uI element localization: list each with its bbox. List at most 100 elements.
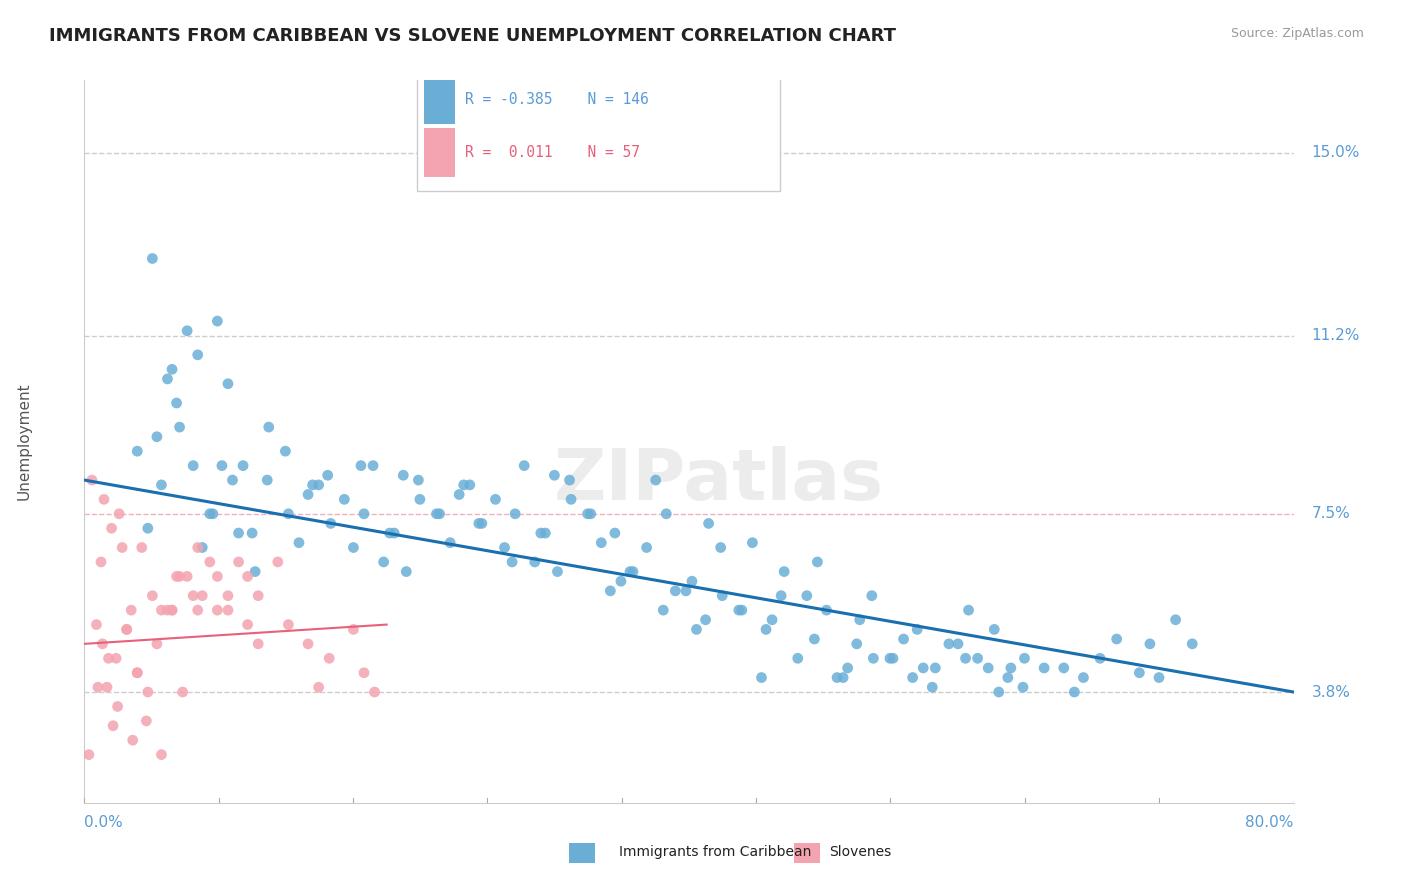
Point	[308, 680, 330, 694]
Point	[115, 623, 138, 637]
Text: Slovenes: Slovenes	[830, 845, 891, 859]
Point	[111, 541, 134, 555]
Text: Source: ZipAtlas.com: Source: ZipAtlas.com	[1230, 27, 1364, 40]
Point	[408, 473, 430, 487]
Point	[93, 492, 115, 507]
Point	[172, 685, 194, 699]
Point	[1073, 671, 1095, 685]
Point	[181, 589, 204, 603]
Point	[127, 444, 149, 458]
Point	[373, 555, 395, 569]
Point	[87, 680, 110, 694]
Point	[274, 444, 297, 458]
Point	[86, 617, 108, 632]
Point	[560, 492, 582, 507]
Point	[247, 589, 270, 603]
Point	[288, 535, 311, 549]
Point	[297, 637, 319, 651]
Point	[815, 603, 838, 617]
Point	[806, 555, 828, 569]
Point	[232, 458, 254, 473]
Point	[966, 651, 988, 665]
Point	[1164, 613, 1187, 627]
Point	[983, 623, 1005, 637]
Point	[318, 651, 340, 665]
Text: 7.5%: 7.5%	[1312, 507, 1350, 521]
Point	[166, 396, 188, 410]
Point	[543, 468, 565, 483]
Point	[727, 603, 749, 617]
Point	[610, 574, 633, 589]
Point	[363, 685, 385, 699]
Point	[534, 526, 557, 541]
Point	[905, 623, 928, 637]
Point	[697, 516, 720, 531]
Point	[100, 521, 122, 535]
Text: 80.0%: 80.0%	[1246, 815, 1294, 830]
Text: 15.0%: 15.0%	[1312, 145, 1360, 160]
Text: 11.2%: 11.2%	[1312, 328, 1360, 343]
Point	[530, 526, 553, 541]
Point	[652, 603, 675, 617]
Point	[893, 632, 915, 646]
Point	[938, 637, 960, 651]
Point	[105, 651, 128, 665]
Point	[217, 376, 239, 391]
Point	[342, 541, 364, 555]
Point	[882, 651, 904, 665]
Point	[751, 671, 773, 685]
Point	[80, 473, 103, 487]
Point	[1139, 637, 1161, 651]
Point	[77, 747, 100, 762]
Point	[484, 492, 506, 507]
Point	[711, 589, 734, 603]
Point	[664, 583, 686, 598]
Bar	[425, 76, 454, 124]
Point	[150, 603, 173, 617]
Point	[160, 362, 183, 376]
Point	[228, 555, 250, 569]
Point	[924, 661, 946, 675]
Point	[101, 719, 124, 733]
Point	[297, 487, 319, 501]
Point	[198, 555, 221, 569]
Point	[621, 565, 644, 579]
Point	[236, 569, 259, 583]
Point	[862, 651, 884, 665]
Point	[257, 420, 280, 434]
Bar	[425, 128, 454, 177]
FancyBboxPatch shape	[418, 66, 780, 191]
Point	[425, 507, 447, 521]
Point	[131, 541, 153, 555]
Point	[1181, 637, 1204, 651]
Point	[169, 569, 191, 583]
Point	[211, 458, 233, 473]
Point	[277, 507, 299, 521]
Point	[353, 665, 375, 680]
Point	[513, 458, 536, 473]
Point	[319, 516, 342, 531]
Point	[146, 637, 169, 651]
Point	[120, 603, 142, 617]
Point	[837, 661, 859, 675]
Point	[198, 507, 221, 521]
Point	[160, 603, 183, 617]
Point	[353, 507, 375, 521]
Text: Unemployment: Unemployment	[17, 383, 31, 500]
Point	[770, 589, 793, 603]
Point	[378, 526, 401, 541]
Point	[395, 565, 418, 579]
Point	[921, 680, 943, 694]
Text: 0.0%: 0.0%	[84, 815, 124, 830]
Point	[135, 714, 157, 728]
Point	[150, 478, 173, 492]
Point	[825, 671, 848, 685]
Point	[599, 583, 621, 598]
Point	[107, 699, 129, 714]
Point	[710, 541, 733, 555]
Point	[1063, 685, 1085, 699]
Point	[1105, 632, 1128, 646]
Point	[786, 651, 808, 665]
Point	[468, 516, 491, 531]
Point	[90, 555, 112, 569]
